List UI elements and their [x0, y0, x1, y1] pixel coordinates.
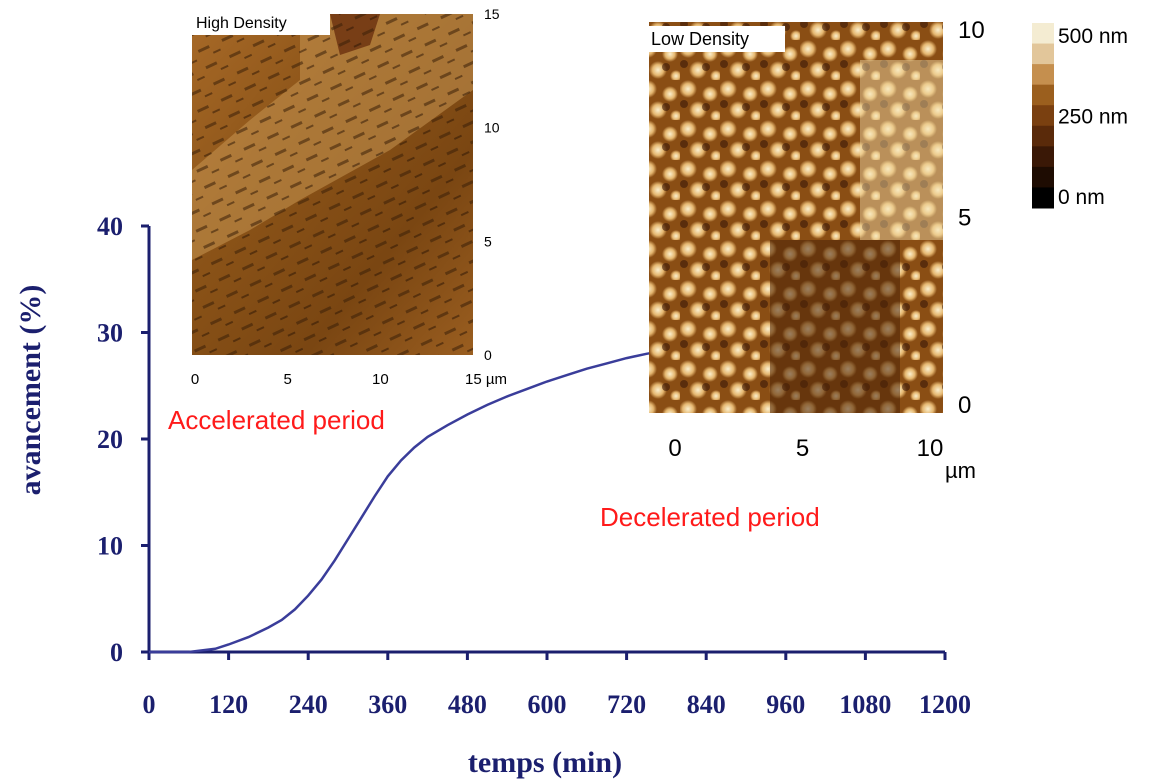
colorbar-swatch: [1032, 64, 1054, 86]
inset-high-density-x-tick: 15 µm: [465, 371, 507, 388]
x-tick-label: 1200: [919, 690, 971, 719]
colorbar-swatch: [1032, 125, 1054, 147]
inset-high-density: High Density 0 5 10 15 µm 0 5 10 15: [191, 6, 507, 388]
inset-high-density-x-tick: 5: [283, 371, 291, 388]
inset-high-density-y-tick: 10: [484, 120, 500, 136]
y-tick-label: 20: [97, 425, 123, 454]
x-tick-label: 480: [448, 690, 487, 719]
colorbar: 500 nm 250 nm 0 nm: [1032, 23, 1128, 209]
inset-low-density-y-tick: 5: [958, 205, 971, 232]
inset-high-density-title: High Density: [196, 15, 287, 32]
annotation-accelerated: Accelerated period: [168, 405, 385, 435]
inset-high-density-streaks: [192, 14, 473, 355]
colorbar-swatch: [1032, 43, 1054, 65]
x-tick-label: 720: [607, 690, 646, 719]
inset-low-density-x-tick: 0: [668, 435, 681, 462]
inset-low-density-bright-zone: [860, 60, 943, 240]
colorbar-label: 500 nm: [1058, 25, 1128, 48]
inset-high-density-title-box: [192, 11, 330, 35]
inset-low-density: Low Density 0 5 10 0 5 10 µm: [649, 17, 985, 483]
annotation-decelerated: Decelerated period: [600, 502, 820, 532]
x-tick-label: 0: [143, 690, 156, 719]
x-tick-label: 840: [687, 690, 726, 719]
colorbar-label: 250 nm: [1058, 106, 1128, 129]
colorbar-label: 0 nm: [1058, 186, 1105, 209]
colorbar-swatch: [1032, 105, 1054, 127]
inset-high-density-x-tick: 10: [372, 371, 389, 388]
axis-ticks: 0 120 240 360 480 600 720 840 960 1080 1200 0 10 20 30…: [97, 212, 971, 719]
inset-high-density-y-tick: 5: [484, 233, 492, 249]
x-tick-label: 1080: [839, 690, 891, 719]
x-axis-title: temps (min): [468, 746, 622, 779]
x-tick-label: 360: [368, 690, 407, 719]
inset-high-density-y-tick: 0: [484, 347, 492, 363]
inset-low-density-dark-zone: [770, 240, 900, 413]
colorbar-swatch: [1032, 146, 1054, 168]
colorbar-swatch: [1032, 166, 1054, 188]
y-tick-label: 30: [97, 319, 123, 348]
inset-high-density-x-tick: 0: [191, 371, 199, 388]
inset-low-density-ticks: 0 5 10 0 5 10: [668, 17, 984, 462]
inset-high-density-ticks: 0 5 10 15 µm 0 5 10 15: [191, 6, 507, 388]
inset-low-density-y-tick: 10: [958, 17, 985, 44]
colorbar-swatch: [1032, 187, 1054, 209]
inset-low-density-x-tick: 10: [917, 435, 944, 462]
x-tick-label: 960: [766, 690, 805, 719]
inset-high-density-y-tick: 15: [484, 6, 500, 22]
colorbar-swatch: [1032, 23, 1054, 45]
inset-low-density-unit: µm: [945, 458, 976, 483]
inset-low-density-title-box: [649, 26, 785, 52]
x-tick-label: 120: [209, 690, 248, 719]
inset-low-density-y-tick: 0: [958, 392, 971, 419]
inset-low-density-x-tick: 5: [796, 435, 809, 462]
inset-low-density-title: Low Density: [651, 29, 749, 49]
progress-curve: [149, 351, 654, 654]
x-tick-label: 600: [528, 690, 567, 719]
y-axis-title: avancement (%): [14, 285, 47, 496]
colorbar-swatch: [1032, 84, 1054, 106]
y-tick-label: 10: [97, 532, 123, 561]
y-tick-label: 40: [97, 212, 123, 241]
x-tick-label: 240: [289, 690, 328, 719]
y-tick-label: 0: [110, 638, 123, 667]
